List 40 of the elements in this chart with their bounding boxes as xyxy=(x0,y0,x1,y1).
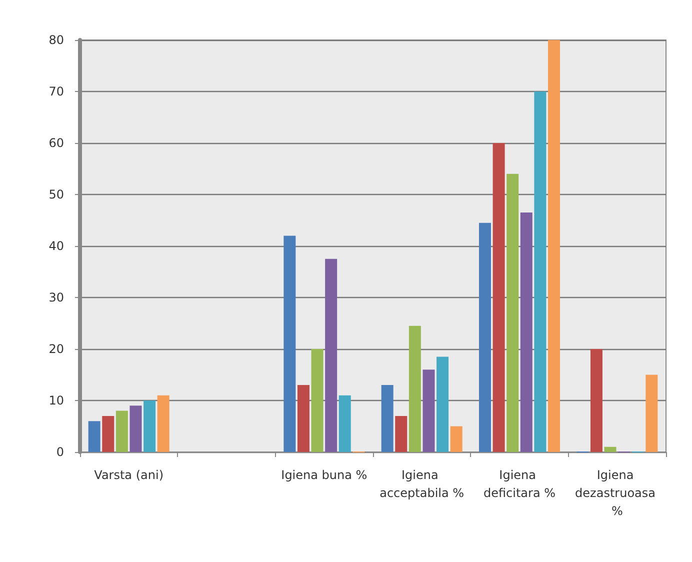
bar xyxy=(548,40,560,452)
x-tick-label: Igiena deficitara % xyxy=(483,468,556,500)
bar xyxy=(408,326,421,452)
y-tick-label: 0 xyxy=(56,445,64,459)
y-tick-label: 50 xyxy=(48,188,64,202)
bar xyxy=(590,349,602,452)
bar xyxy=(395,416,408,452)
y-tick-label: 10 xyxy=(48,394,64,408)
bar xyxy=(102,416,114,452)
bar xyxy=(116,410,128,452)
y-tick-label: 30 xyxy=(48,290,64,304)
x-tick-label: Varsta (ani) xyxy=(94,468,164,482)
x-tick-label: Igiena buna % xyxy=(281,468,368,482)
bar xyxy=(534,92,546,452)
bar xyxy=(506,174,519,452)
bar xyxy=(311,349,324,452)
bar xyxy=(422,370,435,452)
bar xyxy=(325,258,338,452)
y-tick-label: 80 xyxy=(48,33,64,47)
bar xyxy=(130,406,142,452)
y-tick-label: 20 xyxy=(48,342,64,356)
bar xyxy=(284,236,296,452)
bar xyxy=(338,395,351,452)
x-tick-label: Igiena dezastruoasa % xyxy=(575,468,660,518)
bar xyxy=(646,374,658,452)
bar xyxy=(157,395,170,452)
bar xyxy=(520,212,532,452)
bar xyxy=(604,446,616,452)
bar xyxy=(297,385,310,452)
x-tick-label: Igiena acceptabila % xyxy=(380,468,464,500)
bar xyxy=(381,385,394,452)
y-tick-label: 70 xyxy=(48,84,64,98)
bar xyxy=(479,222,491,452)
bar xyxy=(88,421,100,452)
bar xyxy=(450,426,462,452)
bar xyxy=(492,143,505,452)
y-tick-label: 60 xyxy=(48,136,64,150)
bar xyxy=(144,400,156,452)
y-tick-label: 40 xyxy=(48,239,64,253)
bar xyxy=(436,356,449,452)
